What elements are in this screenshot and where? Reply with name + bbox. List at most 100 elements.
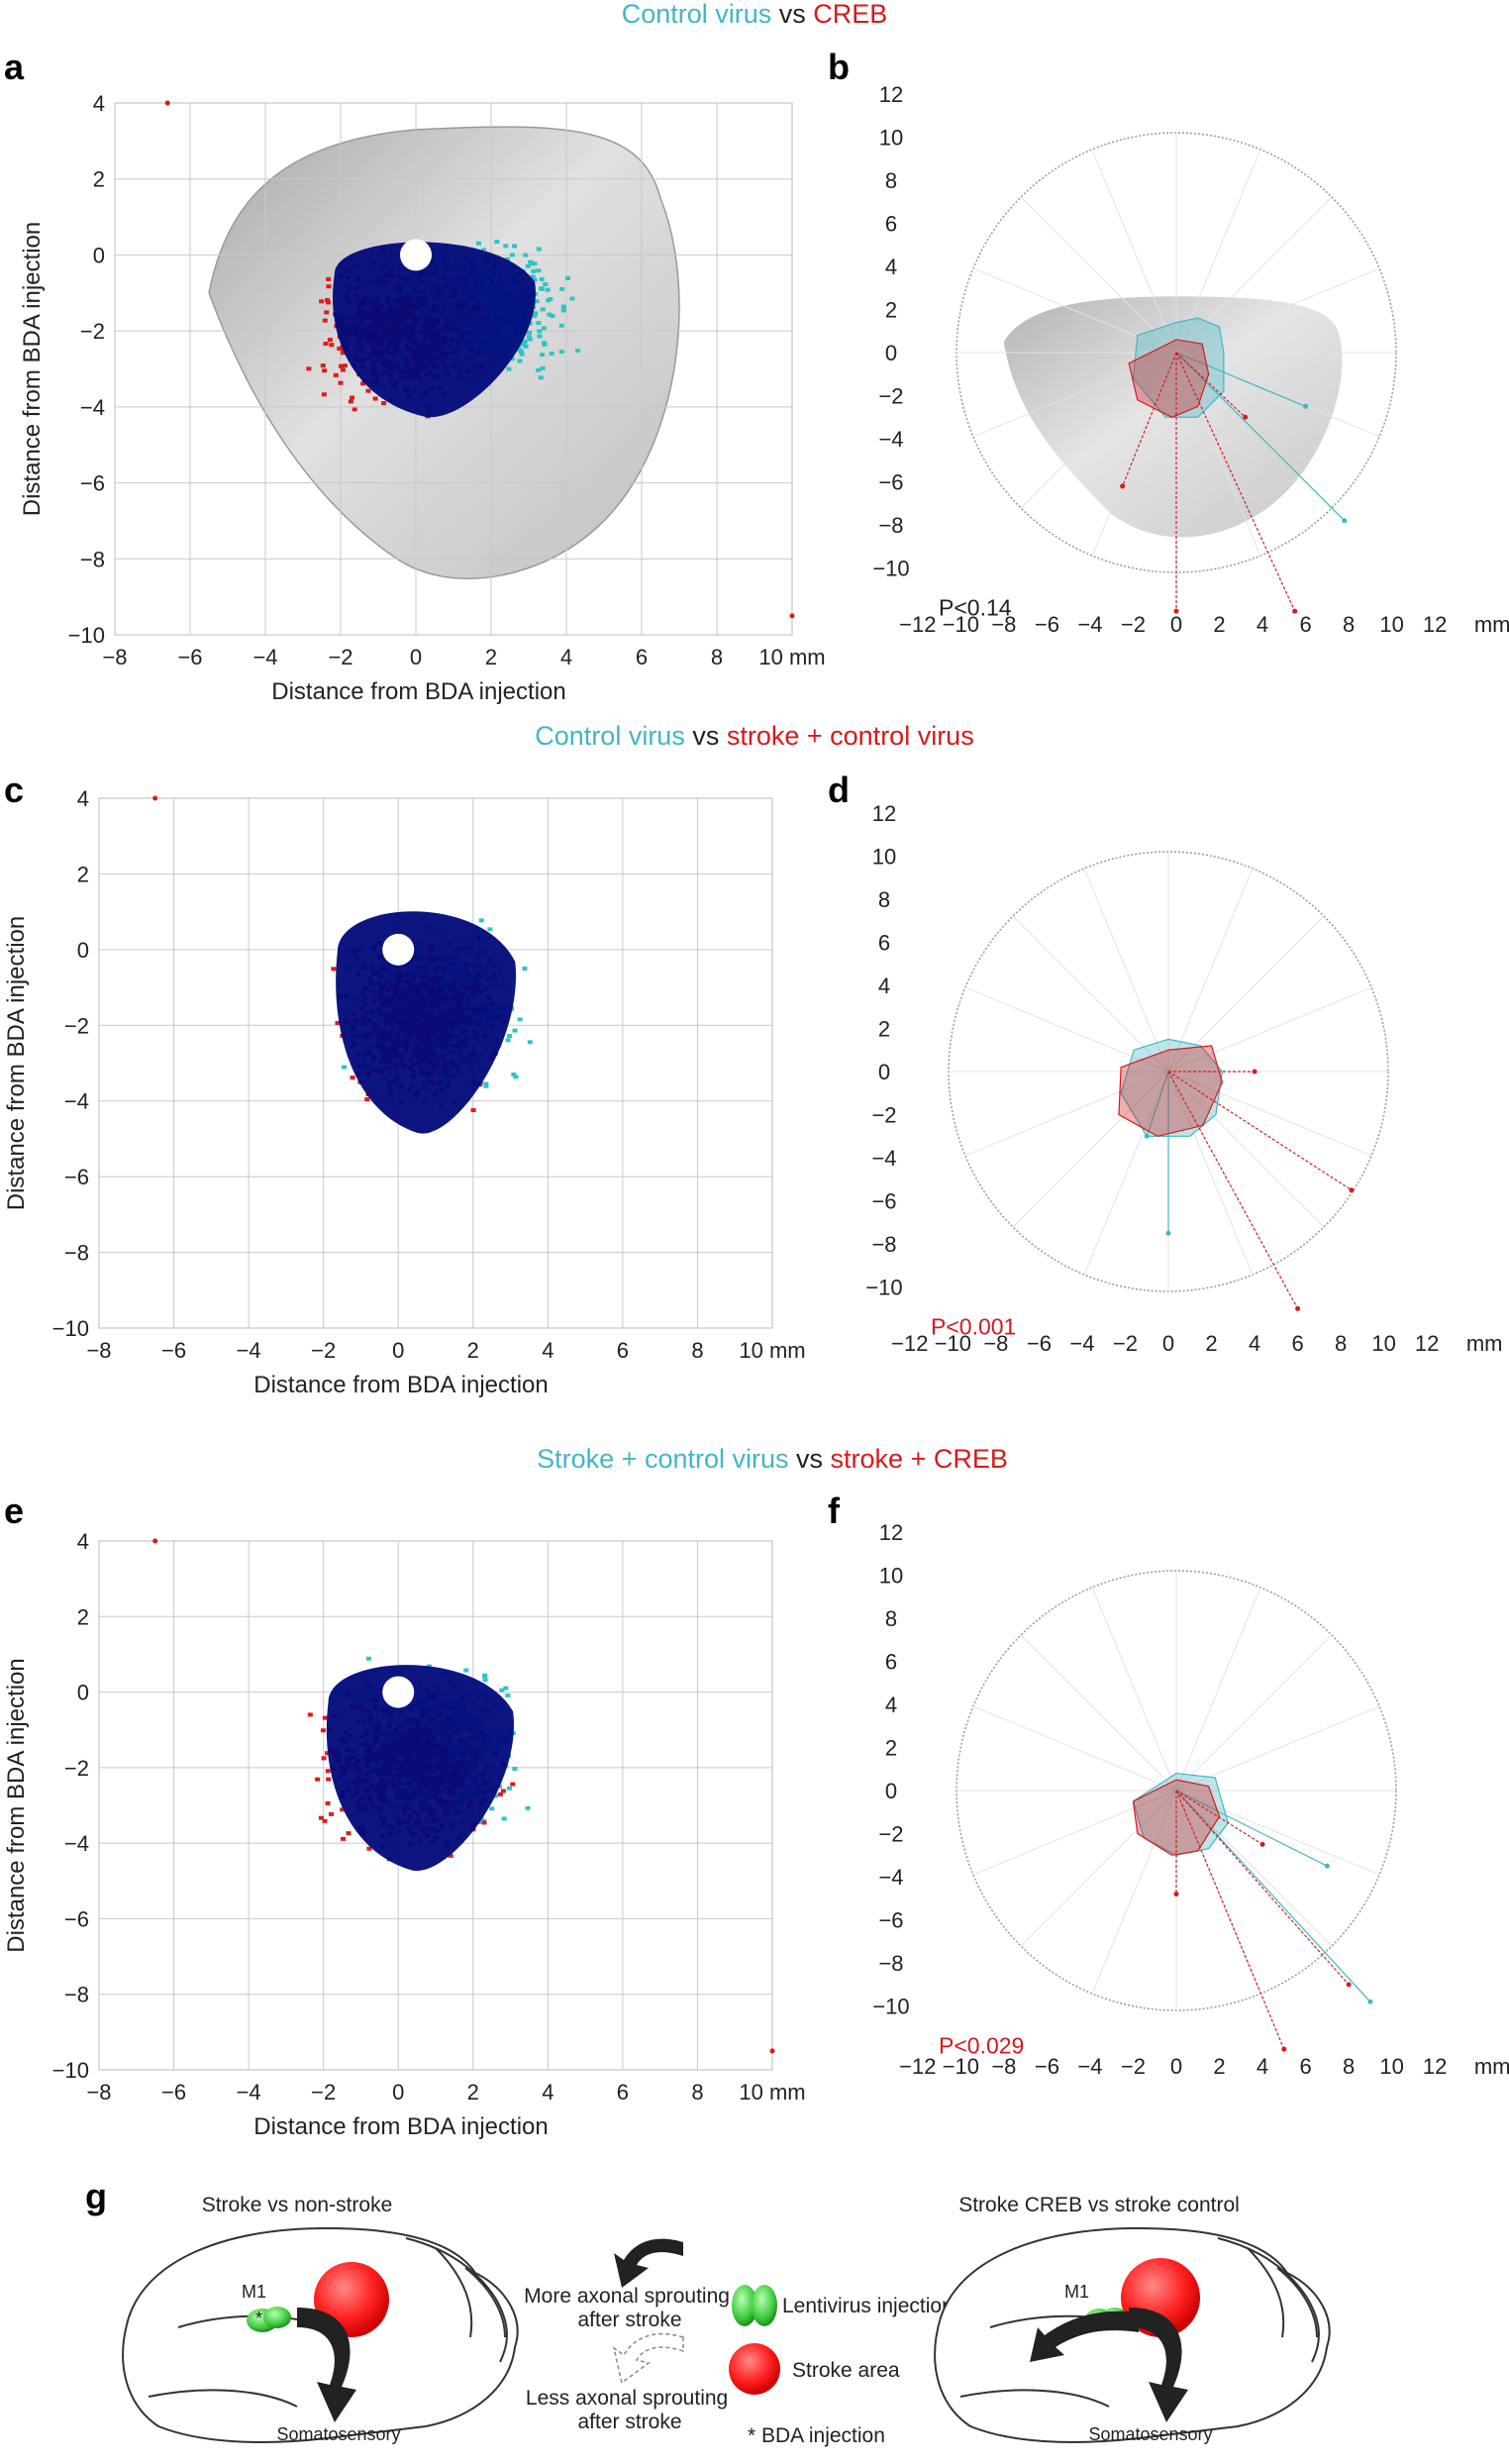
data-point [520,339,526,344]
polar-vector [1175,352,1296,612]
legend-more-l1: More axonal sprouting [524,2285,730,2308]
data-point [307,1712,313,1717]
x-tick-label: −4 [237,2080,261,2105]
data-point [326,284,332,289]
y-tick-label: −10 [68,623,105,648]
polar-y-tick: 4 [885,255,897,279]
data-point [546,298,552,303]
polar-vector-tip [1292,608,1298,614]
data-point [525,1805,531,1810]
data-point [527,1040,533,1045]
data-point [493,1794,499,1798]
polar-x-tick: −4 [1069,1331,1094,1356]
polar-vector-tip [1173,1891,1179,1897]
data-point [516,348,522,353]
polar-y-tick: −4 [878,427,903,452]
data-point [475,241,481,246]
data-point [321,1756,327,1761]
data-point [542,342,548,347]
polar-vector-tip [1295,1305,1301,1311]
diagram-right-title: Stroke CREB vs stroke control [958,2194,1240,2216]
polar-vector [1146,1071,1169,1137]
polar-x-tick: −10 [935,1331,971,1356]
x-tick-label: 8 [691,1338,703,1363]
data-point [525,263,531,268]
data-point [565,276,571,281]
y-tick-label: −2 [64,1013,89,1038]
x-tick-label: 2 [467,1338,479,1363]
data-point [540,307,546,312]
data-point [499,1688,505,1693]
x-tick-label: −6 [177,645,202,669]
y-tick-label: −8 [80,547,105,571]
polar-spoke [1175,1587,1261,1792]
y-tick-label: 0 [77,938,89,963]
data-point [306,366,312,371]
x-tick-label: 6 [636,645,648,669]
polar-y-tick: −10 [865,1276,902,1300]
polar-unit-label: mm [1466,1331,1503,1356]
polar-x-tick: 6 [1299,2054,1311,2079]
data-point [350,395,355,400]
data-point [536,321,542,326]
data-point [559,286,565,291]
data-point [325,1800,331,1805]
data-point [550,313,555,318]
data-point [539,286,545,291]
x-tick-label: 2 [467,2080,479,2105]
bda-injection-site [400,239,432,271]
polar-vector [1175,1790,1350,1986]
legend-lentivirus: Lentivirus injection [782,2295,954,2317]
data-point [365,1656,371,1661]
data-point [522,342,528,347]
data-point [505,1038,511,1043]
data-point [503,244,509,249]
data-point [526,335,532,340]
polar-vector-tip [1165,1230,1171,1236]
data-point [517,359,523,363]
polar-y-tick: 4 [885,1693,897,1717]
polar-y-tick: 6 [885,1649,897,1674]
title-3-left: Stroke + control virus [537,1444,788,1474]
brain-left [122,2226,519,2443]
polar-y-tick: 6 [885,211,897,236]
polar-spoke [964,986,1169,1073]
polar-vector [1167,1071,1353,1191]
data-point [527,337,533,342]
polar-x-tick: 4 [1257,612,1268,637]
polar-y-tick: −10 [872,557,909,581]
polar-vector [1122,352,1177,487]
data-point [487,927,493,932]
polar-spoke [1167,915,1325,1073]
outlier-point [152,795,158,801]
less-sprouting-arrow-icon [612,2332,684,2385]
legend-less-l2: after stroke [577,2411,681,2433]
polar-area-treatment [1118,1045,1224,1137]
x-tick-label: 4 [542,2080,553,2105]
data-point [509,357,515,361]
polar-y-tick: 12 [879,1520,903,1545]
data-point [575,349,581,354]
panel-label-e: e [4,1490,24,1531]
polar-spoke [972,1705,1177,1792]
polar-x-tick: −10 [943,2054,979,2079]
panel-label-c: c [4,770,24,810]
polar-y-tick: −10 [872,1995,909,2019]
polar-y-tick: 10 [879,125,903,150]
polar-y-tick: −2 [878,1822,903,1847]
polar-x-tick: −4 [1077,2054,1102,2079]
polar-vector [1167,1071,1299,1309]
somato-right: Somatosensory [1088,2424,1212,2444]
brain-right [934,2226,1331,2443]
overlap-region [326,1665,514,1872]
y-tick-label: 4 [77,786,89,811]
data-point [324,310,330,315]
data-point [537,334,543,339]
data-point [519,352,525,357]
panel-label-a: a [4,47,25,87]
y-tick-label: −6 [64,1906,89,1931]
bda-injection-site [382,1676,415,1708]
polar-x-tick: 8 [1343,2054,1355,2079]
